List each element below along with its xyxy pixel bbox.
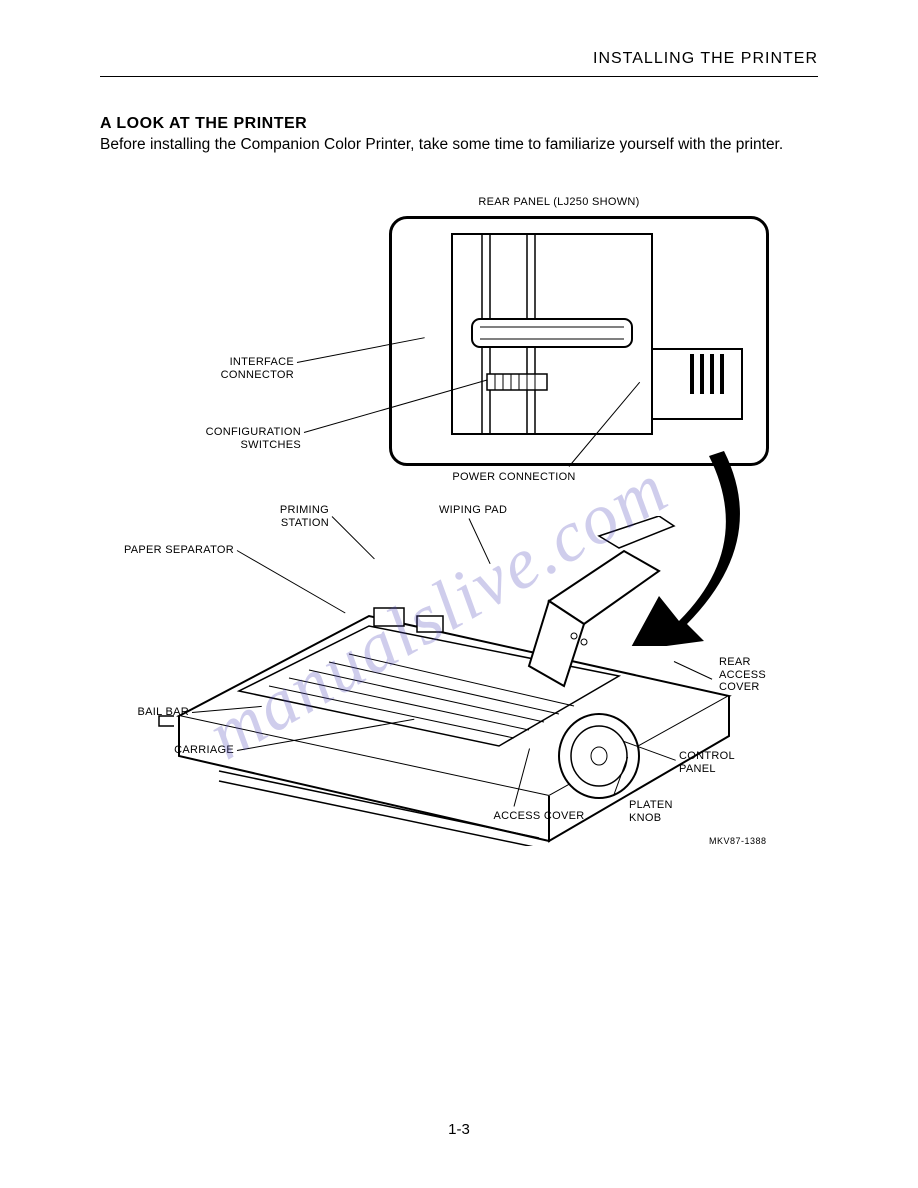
- rear-panel-inset: [389, 216, 769, 466]
- rear-panel-drawing: [392, 219, 766, 463]
- label-wiping-pad: WIPING PAD: [439, 504, 507, 517]
- printer-diagram: REAR PANEL (LJ250 SHOWN): [129, 196, 789, 876]
- label-interface-connector: INTERFACE CONNECTOR: [199, 356, 294, 381]
- label-paper-separator: PAPER SEPARATOR: [104, 544, 234, 557]
- label-carriage: CARRIAGE: [159, 744, 234, 757]
- page-number: 1-3: [0, 1121, 918, 1138]
- label-text: ACCESS: [719, 669, 766, 681]
- label-text: CONTROL: [679, 750, 735, 762]
- label-text: PANEL: [679, 763, 716, 775]
- section-title: A LOOK AT THE PRINTER: [100, 115, 818, 133]
- label-text: CONNECTOR: [221, 369, 294, 381]
- rear-panel-caption: REAR PANEL (LJ250 SHOWN): [449, 196, 669, 209]
- figure-id: MKV87-1388: [709, 836, 767, 846]
- label-configuration-switches: CONFIGURATION SWITCHES: [189, 426, 301, 451]
- label-text: SWITCHES: [241, 439, 301, 451]
- label-control-panel: CONTROL PANEL: [679, 750, 735, 775]
- printer-drawing: [119, 516, 799, 846]
- label-text: STATION: [281, 517, 329, 529]
- label-text: REAR: [719, 656, 751, 668]
- label-text: INTERFACE: [230, 356, 294, 368]
- label-platen-knob: PLATEN KNOB: [629, 799, 673, 824]
- label-bail-bar: BAIL BAR: [119, 706, 189, 719]
- label-priming-station: PRIMING STATION: [259, 504, 329, 529]
- label-text: KNOB: [629, 812, 661, 824]
- label-text: CONFIGURATION: [206, 426, 301, 438]
- intro-paragraph: Before installing the Companion Color Pr…: [100, 135, 818, 156]
- label-access-cover: ACCESS COVER: [484, 810, 594, 823]
- label-text: PRIMING: [280, 504, 329, 516]
- label-text: PLATEN: [629, 799, 673, 811]
- label-rear-access-cover: REAR ACCESS COVER: [719, 656, 766, 694]
- label-text: COVER: [719, 681, 760, 693]
- running-header: INSTALLING THE PRINTER: [100, 50, 818, 77]
